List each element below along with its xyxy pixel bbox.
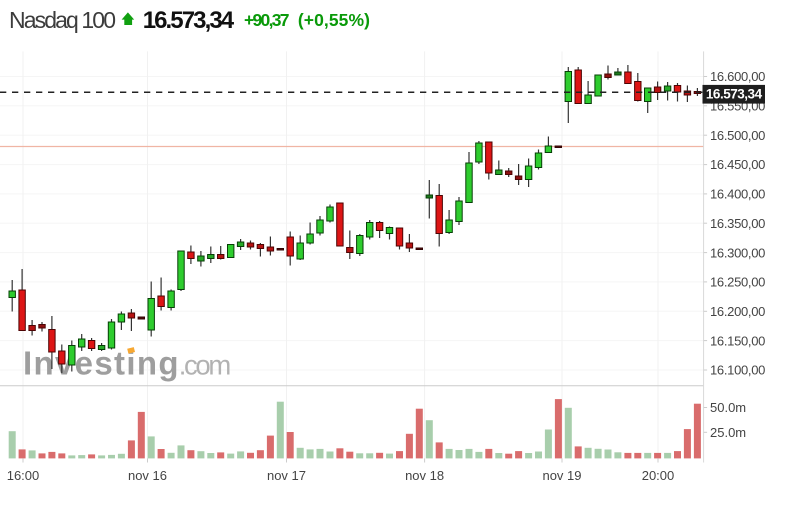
svg-text:Nasdaq 100: Nasdaq 100 (9, 7, 116, 33)
svg-text:(+0,55%): (+0,55%) (298, 10, 370, 30)
svg-text:16.450,00: 16.450,00 (710, 157, 765, 172)
svg-text:16.300,00: 16.300,00 (710, 245, 765, 260)
svg-text:nov 19: nov 19 (542, 468, 581, 483)
svg-text:16.573,34: 16.573,34 (143, 7, 235, 34)
svg-text:16.400,00: 16.400,00 (710, 187, 765, 202)
svg-text:16.600,00: 16.600,00 (710, 69, 765, 84)
svg-text:50.0m: 50.0m (710, 400, 746, 415)
svg-text:.com: .com (179, 350, 232, 381)
svg-text:16.573,34: 16.573,34 (706, 87, 763, 102)
svg-text:Investing: Investing (23, 345, 179, 382)
svg-text:nov 18: nov 18 (405, 468, 444, 483)
svg-text:20:00: 20:00 (642, 468, 675, 483)
svg-text:nov 17: nov 17 (267, 468, 306, 483)
svg-text:16.500,00: 16.500,00 (710, 128, 765, 143)
svg-text:+90,37: +90,37 (244, 10, 290, 30)
svg-text:16.250,00: 16.250,00 (710, 275, 765, 290)
svg-text:16.200,00: 16.200,00 (710, 304, 765, 319)
svg-text:16.350,00: 16.350,00 (710, 216, 765, 231)
svg-text:16.100,00: 16.100,00 (710, 363, 765, 378)
svg-text:16:00: 16:00 (7, 468, 40, 483)
svg-text:25.0m: 25.0m (710, 425, 746, 440)
svg-text:16.150,00: 16.150,00 (710, 333, 765, 348)
svg-text:nov 16: nov 16 (128, 468, 167, 483)
